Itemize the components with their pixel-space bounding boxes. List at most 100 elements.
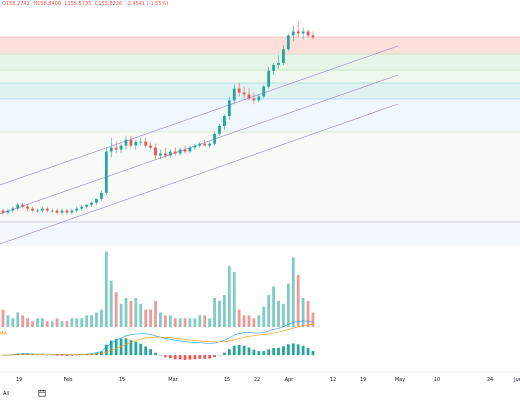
channel-line xyxy=(0,45,399,186)
volume-bar xyxy=(178,318,182,327)
candle-body xyxy=(188,147,192,152)
macd-histogram-bar xyxy=(149,349,152,356)
volume-bar xyxy=(242,315,246,327)
candle-body xyxy=(26,206,29,209)
macd-histogram-bar xyxy=(109,340,113,356)
fib-band xyxy=(0,222,520,246)
candle-body xyxy=(21,204,25,207)
volume-bar xyxy=(21,315,25,327)
fib-band xyxy=(0,83,520,99)
candle-body xyxy=(124,139,128,146)
volume-bar xyxy=(208,318,212,327)
volume-bar xyxy=(85,315,89,327)
calendar-icon[interactable] xyxy=(38,389,46,397)
volume-bar xyxy=(277,300,280,327)
x-tick-label: 24 xyxy=(487,377,493,383)
candle-body xyxy=(90,202,93,205)
macd-histogram-bar xyxy=(139,343,143,356)
candle-body xyxy=(267,70,271,87)
macd-layer xyxy=(1,320,315,360)
candle-body xyxy=(31,208,34,211)
candle-body xyxy=(272,64,275,71)
candle-body xyxy=(262,86,266,97)
candle-body xyxy=(286,35,290,50)
macd-histogram-bar xyxy=(311,350,315,356)
candle-body xyxy=(159,153,162,156)
fib-band xyxy=(0,132,520,222)
macd-histogram-bar xyxy=(163,355,167,358)
volume-bar xyxy=(124,298,128,327)
volume-bar xyxy=(100,309,103,327)
macd-histogram-bar xyxy=(31,354,34,356)
candle-body xyxy=(168,151,172,156)
candle-body xyxy=(183,149,187,152)
volume-bar xyxy=(40,318,44,327)
macd-histogram-bar xyxy=(282,346,285,356)
candle-body xyxy=(60,210,64,213)
macd-histogram-bar xyxy=(257,351,261,356)
volume-bar xyxy=(50,321,54,327)
volume-bar xyxy=(257,315,261,327)
volume-bar xyxy=(144,309,148,327)
x-tick-label: 19 xyxy=(360,377,366,383)
volume-bar xyxy=(193,318,197,327)
candle-body xyxy=(104,151,108,193)
macd-histogram-bar xyxy=(223,352,226,356)
macd-histogram-bar xyxy=(154,352,157,356)
candle-body xyxy=(227,100,231,117)
volume-bar xyxy=(90,315,93,327)
volume-bar xyxy=(306,300,310,327)
macd-histogram-bar xyxy=(213,355,216,358)
candle-body xyxy=(100,192,103,199)
volume-bar xyxy=(163,315,167,327)
candle-body xyxy=(296,31,300,34)
macd-histogram-bar xyxy=(70,355,74,356)
volume-bar xyxy=(267,295,271,327)
range-tab-all[interactable]: All xyxy=(3,391,10,397)
macd-histogram-bar xyxy=(193,355,197,360)
candle-body xyxy=(70,210,74,213)
volume-layer xyxy=(1,251,315,327)
candles-layer xyxy=(1,21,315,215)
candle-body xyxy=(95,198,98,203)
macd-histogram-bar xyxy=(16,353,20,356)
volume-bar xyxy=(227,266,231,327)
candle-body xyxy=(277,62,280,65)
volume-bar xyxy=(203,315,207,327)
candle-body xyxy=(203,143,207,146)
macd-histogram-bar xyxy=(173,355,177,360)
candle-body xyxy=(149,145,152,148)
macd-histogram-bar xyxy=(60,355,64,356)
macd-histogram-bar xyxy=(227,349,231,356)
macd-pane-label: MA xyxy=(0,331,7,337)
volume-bar xyxy=(247,315,251,327)
candle-body xyxy=(237,88,241,93)
macd-histogram-bar xyxy=(286,344,290,356)
candle-body xyxy=(242,92,246,95)
macd-histogram-bar xyxy=(301,345,305,356)
candle-body xyxy=(55,210,59,213)
volume-bar xyxy=(114,292,118,327)
channel-line xyxy=(0,103,399,245)
candle-body xyxy=(163,153,167,156)
volume-bar xyxy=(218,300,221,327)
volume-bar xyxy=(109,280,113,327)
volume-bar xyxy=(154,300,157,327)
volume-bar xyxy=(168,315,172,327)
volume-bar xyxy=(65,321,69,327)
candle-body xyxy=(144,141,148,146)
volume-bar xyxy=(173,318,177,327)
candle-body xyxy=(232,88,236,101)
x-tick-label: Jun xyxy=(513,377,520,383)
volume-bar xyxy=(232,271,236,327)
macd-histogram-bar xyxy=(183,355,187,360)
volume-bar xyxy=(237,309,241,327)
volume-bar xyxy=(80,318,84,327)
candle-body xyxy=(178,149,182,154)
macd-histogram-bar xyxy=(296,344,300,356)
fib-band xyxy=(0,54,520,70)
macd-histogram-bar xyxy=(262,351,266,356)
signal-line xyxy=(3,323,314,356)
candle-body xyxy=(11,208,15,211)
macd-histogram-bar xyxy=(247,347,251,356)
